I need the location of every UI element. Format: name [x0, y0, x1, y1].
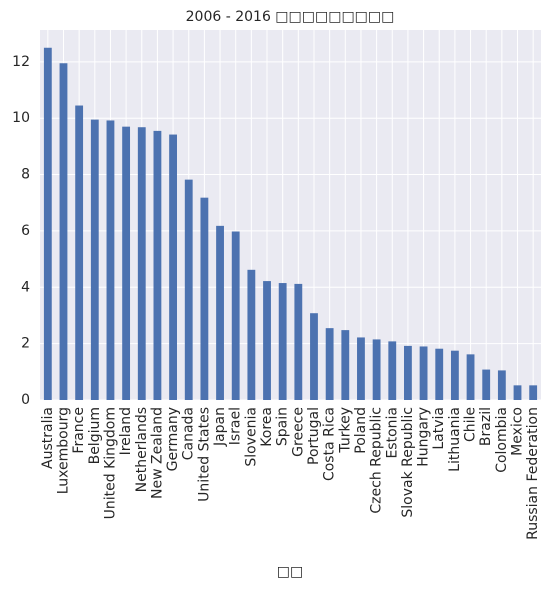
bar	[435, 348, 444, 400]
bar	[43, 47, 52, 401]
x-tick-label: Poland	[353, 407, 369, 454]
bar	[247, 269, 256, 400]
x-tick-label: Latvia	[431, 407, 447, 450]
y-tick-label: 0	[21, 392, 30, 408]
x-axis-label: □□	[277, 564, 303, 580]
x-tick-label: Costa Rica	[322, 407, 338, 481]
x-tick-label: Israel	[228, 407, 244, 445]
x-tick-label: Luxembourg	[55, 407, 71, 494]
y-tick-label: 4	[21, 279, 30, 295]
bar	[169, 134, 177, 400]
x-tick-label: Mexico	[510, 407, 526, 456]
bar	[90, 119, 99, 401]
bar	[231, 231, 240, 400]
x-tick-label: Greece	[290, 407, 306, 457]
x-tick-label: Slovak Republic	[400, 407, 416, 518]
x-tick-label: Hungary	[416, 407, 432, 467]
x-tick-label: Slovenia	[243, 407, 259, 467]
x-tick-label: Netherlands	[134, 407, 150, 492]
chart-title: 2006 - 2016 □□□□□□□□□	[186, 9, 395, 25]
bar	[153, 130, 162, 400]
x-tick-label: United States	[196, 407, 212, 502]
bar	[450, 350, 459, 400]
x-tick-label: Chile	[463, 407, 479, 442]
bar	[184, 179, 193, 400]
y-tick-label: 2	[21, 336, 30, 352]
x-tick-label: Spain	[275, 407, 291, 446]
bar	[122, 126, 131, 401]
x-tick-label: Korea	[259, 407, 275, 447]
bar	[388, 341, 397, 400]
x-tick-label: Germany	[165, 407, 181, 471]
x-tick-label: Colombia	[494, 407, 510, 473]
y-tick-label: 6	[21, 223, 30, 239]
x-tick-label: Brazil	[478, 407, 494, 446]
x-tick-label: New Zealand	[149, 407, 165, 499]
x-tick-label: Estonia	[384, 407, 400, 459]
x-tick-label: France	[71, 407, 87, 454]
x-tick-label: Canada	[181, 407, 197, 460]
bar	[278, 283, 287, 400]
bar	[341, 330, 350, 400]
x-tick-label: United Kingdom	[102, 407, 118, 519]
bar	[529, 385, 538, 400]
x-tick-label: Japan	[212, 407, 228, 447]
y-tick-label: 12	[12, 54, 30, 70]
plot-area	[40, 30, 541, 400]
x-tick-label: Czech Republic	[369, 407, 385, 514]
bar	[372, 339, 381, 400]
y-tick-label: 10	[12, 110, 30, 126]
bar	[137, 127, 146, 401]
bar	[419, 346, 428, 400]
bar	[59, 63, 68, 400]
bar	[75, 105, 84, 401]
bar	[325, 328, 334, 400]
bar	[106, 120, 115, 400]
y-tick-label: 8	[21, 167, 30, 183]
x-tick-label: Belgium	[87, 407, 103, 464]
bar	[482, 369, 491, 400]
bar	[466, 354, 475, 400]
bar	[200, 197, 209, 400]
bar	[497, 370, 506, 400]
bar	[357, 337, 365, 400]
bar	[263, 281, 271, 400]
bar	[513, 385, 522, 400]
x-tick-label: Australia	[40, 407, 56, 469]
x-tick-label: Ireland	[118, 407, 134, 455]
x-tick-label: Russian Federation	[525, 407, 541, 540]
bar	[294, 283, 303, 400]
x-tick-label: Turkey	[337, 407, 353, 454]
bar	[310, 313, 318, 400]
bar	[216, 225, 224, 400]
x-tick-label: Portugal	[306, 407, 322, 465]
bar	[404, 345, 412, 400]
x-tick-label: Lithuania	[447, 407, 463, 472]
